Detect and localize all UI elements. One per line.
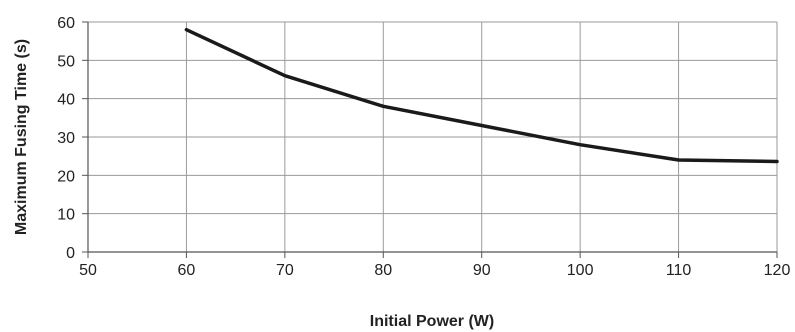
axes <box>82 21 778 258</box>
series-line <box>184 27 779 164</box>
x-tick-label: 70 <box>276 262 294 279</box>
x-tick-label: 120 <box>764 262 791 279</box>
x-tick-label: 50 <box>79 262 97 279</box>
y-tick-label: 0 <box>66 245 75 262</box>
y-tick-label: 60 <box>57 15 75 32</box>
x-tick-label: 90 <box>473 262 491 279</box>
y-tick-label: 10 <box>57 207 75 224</box>
y-tick-label: 50 <box>57 53 75 70</box>
y-tick-label: 40 <box>57 92 75 109</box>
y-axis-title: Maximum Fusing Time (s) <box>13 39 30 235</box>
tick-labels: 0 10 20 30 40 50 60 50 60 70 80 90 100 110 120 <box>57 15 790 279</box>
series-group <box>184 27 779 164</box>
x-axis-title: Initial Power (W) <box>370 313 494 330</box>
x-tick-label: 80 <box>374 262 392 279</box>
x-tick-label: 100 <box>567 262 594 279</box>
y-tick-label: 20 <box>57 168 75 185</box>
x-tick-label: 110 <box>666 262 692 279</box>
y-tick-label: 30 <box>57 130 75 147</box>
x-tick-label: 60 <box>178 262 196 279</box>
